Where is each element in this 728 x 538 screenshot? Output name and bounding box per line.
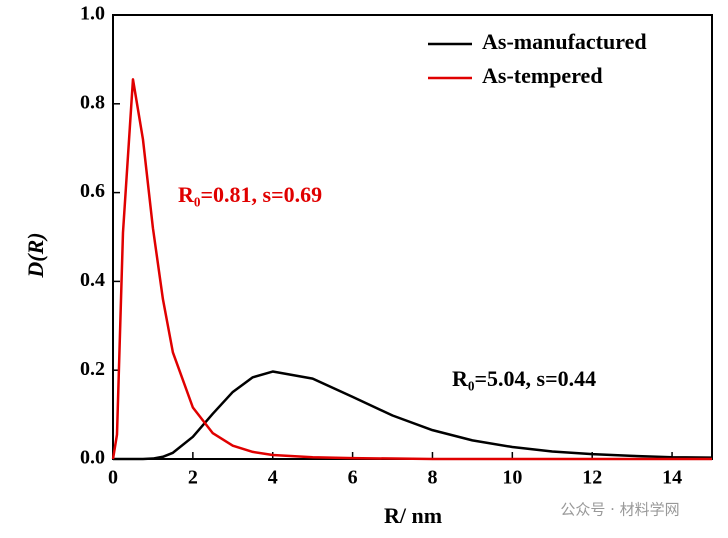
x-axis-label: R/ nm (384, 503, 442, 528)
legend-label: As-tempered (482, 63, 603, 88)
x-tick-label: 0 (108, 467, 118, 489)
annotation: R₀=5.04, s=0.44 (452, 366, 596, 391)
x-tick-label: 4 (268, 467, 278, 489)
x-tick-label: 8 (427, 467, 437, 489)
x-tick-label: 6 (348, 467, 358, 489)
x-tick-label: 12 (582, 467, 602, 489)
plot-frame (112, 14, 713, 460)
y-tick-label: 0.4 (80, 269, 105, 291)
y-tick-label: 1.0 (80, 3, 105, 25)
x-tick-label: 14 (662, 467, 682, 489)
y-axis-label: D(R) (23, 232, 48, 278)
y-tick-label: 0.0 (80, 447, 105, 469)
legend-label: As-manufactured (482, 29, 647, 54)
annotation: R₀=0.81, s=0.69 (178, 182, 322, 207)
y-tick-label: 0.6 (80, 180, 105, 202)
x-tick-label: 2 (188, 467, 198, 489)
x-tick-label: 10 (502, 467, 522, 489)
series-line (113, 370, 713, 461)
watermark: 公众号 · 材料学网 (560, 501, 679, 519)
series-line (111, 78, 712, 461)
y-tick-label: 0.2 (80, 358, 105, 380)
y-tick-label: 0.8 (80, 91, 105, 113)
